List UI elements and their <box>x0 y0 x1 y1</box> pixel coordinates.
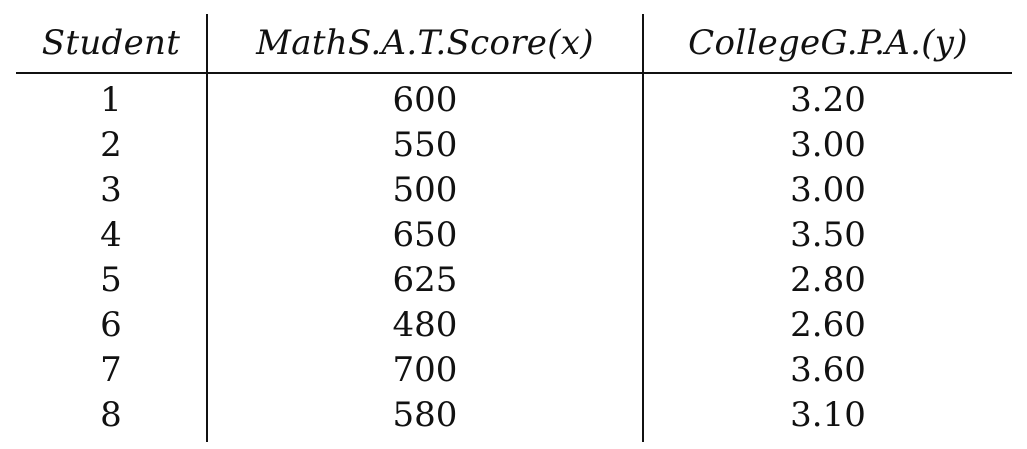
cell-college-gpa: 3.10 <box>790 395 866 435</box>
cell-college-gpa: 3.20 <box>790 80 866 120</box>
table-body: 1 600 3.20 2 550 3.00 3 500 3.00 4 650 3… <box>16 73 1012 442</box>
header-row: Student MathS.A.T.Score(x) CollegeG.P.A.… <box>16 14 1012 74</box>
table-row: 6 480 2.60 <box>16 303 1012 348</box>
cell-student: 6 <box>16 303 208 348</box>
cell-college-gpa: 3.60 <box>790 350 866 390</box>
cell-student: 2 <box>16 123 208 168</box>
cell-college-gpa: 2.60 <box>790 305 866 345</box>
cell-student: 4 <box>16 213 208 258</box>
cell-student: 1 <box>16 73 208 123</box>
cell-sat-score: 600 <box>207 73 644 123</box>
cell-student: 7 <box>16 348 208 393</box>
table-row: 7 700 3.60 <box>16 348 1012 393</box>
cell-sat-score: 650 <box>207 213 644 258</box>
cell-sat-score: 500 <box>207 168 644 213</box>
header-sat-score: MathS.A.T.Score(x) <box>207 14 644 74</box>
header-college-gpa: CollegeG.P.A.(y) <box>643 14 1012 74</box>
cell-student: 5 <box>16 258 208 303</box>
cell-sat-score: 480 <box>207 303 644 348</box>
cell-college-gpa: 3.00 <box>790 170 866 210</box>
cell-student: 8 <box>16 393 208 442</box>
table-row: 1 600 3.20 <box>16 73 1012 123</box>
header-student: Student <box>16 14 208 74</box>
table-row: 8 580 3.10 <box>16 393 1012 442</box>
cell-sat-score: 580 <box>207 393 644 442</box>
table-row: 2 550 3.00 <box>16 123 1012 168</box>
table-header: Student MathS.A.T.Score(x) CollegeG.P.A.… <box>16 14 1012 74</box>
table-row: 4 650 3.50 <box>16 213 1012 258</box>
cell-student: 3 <box>16 168 208 213</box>
table-row: 5 625 2.80 <box>16 258 1012 303</box>
cell-college-gpa: 2.80 <box>790 260 866 300</box>
cell-sat-score: 625 <box>207 258 644 303</box>
cell-sat-score: 550 <box>207 123 644 168</box>
table-row: 3 500 3.00 <box>16 168 1012 213</box>
cell-college-gpa: 3.50 <box>790 215 866 255</box>
cell-college-gpa: 3.00 <box>790 125 866 165</box>
data-table: Student MathS.A.T.Score(x) CollegeG.P.A.… <box>16 14 1012 442</box>
cell-sat-score: 700 <box>207 348 644 393</box>
